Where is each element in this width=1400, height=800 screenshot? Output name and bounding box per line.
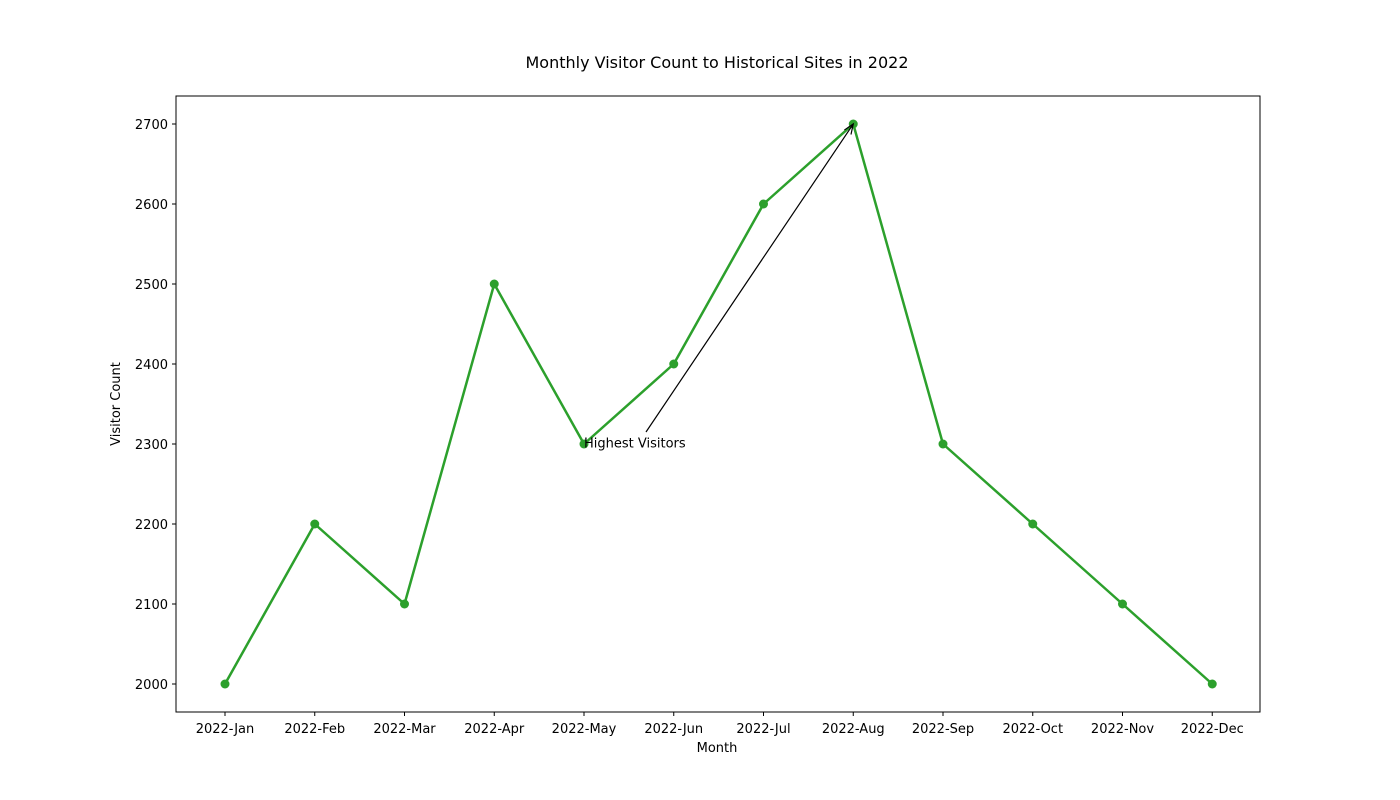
data-point bbox=[1118, 599, 1127, 609]
x-axis-label: Month bbox=[697, 741, 738, 756]
data-point bbox=[220, 679, 230, 689]
x-tick-label: 2022-Sep bbox=[912, 722, 974, 737]
data-point bbox=[1207, 679, 1217, 689]
x-tick-label: 2022-Dec bbox=[1181, 722, 1244, 737]
x-tick-label: 2022-Jun bbox=[644, 722, 703, 737]
y-tick-label: 2000 bbox=[135, 678, 168, 693]
x-tick-label: 2022-Jul bbox=[736, 722, 790, 737]
data-point bbox=[310, 519, 320, 529]
y-tick-label: 2300 bbox=[135, 438, 168, 453]
x-tick-label: 2022-May bbox=[552, 722, 617, 737]
x-tick-label: 2022-Nov bbox=[1091, 722, 1154, 737]
x-tick-label: 2022-Jan bbox=[196, 722, 255, 737]
y-tick-label: 2100 bbox=[135, 598, 168, 613]
y-tick-label: 2200 bbox=[135, 518, 168, 533]
annotation-arrowhead bbox=[844, 122, 855, 135]
y-tick-label: 2500 bbox=[135, 278, 168, 293]
y-tick-label: 2400 bbox=[135, 358, 168, 373]
annotation-text: Highest Visitors bbox=[584, 437, 686, 452]
x-tick-label: 2022-Aug bbox=[822, 722, 885, 737]
series-layer bbox=[220, 119, 1217, 689]
data-point bbox=[669, 359, 679, 369]
annotation-arrow bbox=[645, 123, 854, 433]
y-axis-label: Visitor Count bbox=[109, 362, 124, 446]
chart-title: Monthly Visitor Count to Historical Site… bbox=[525, 53, 908, 72]
data-point bbox=[759, 199, 768, 209]
data-point bbox=[1028, 519, 1038, 529]
y-axis: 2000 2100 2200 2300 2400 2500 2600 2700 bbox=[135, 118, 176, 693]
data-point bbox=[938, 439, 948, 449]
annotation-layer: Highest Visitors bbox=[584, 122, 855, 452]
y-tick-label: 2700 bbox=[135, 118, 168, 133]
data-point bbox=[579, 439, 589, 449]
x-tick-label: 2022-Apr bbox=[464, 722, 525, 737]
x-tick-label: 2022-Mar bbox=[373, 722, 436, 737]
plot-frame bbox=[175, 95, 1261, 713]
series-line bbox=[223, 122, 1214, 685]
x-tick-label: 2022-Feb bbox=[284, 722, 345, 737]
data-point bbox=[489, 279, 499, 289]
x-axis: 2022-Jan 2022-Feb 2022-Mar 2022-Apr 2022-May… bbox=[196, 712, 1244, 737]
x-tick-label: 2022-Oct bbox=[1002, 722, 1063, 737]
data-point bbox=[400, 599, 409, 609]
y-tick-label: 2600 bbox=[135, 198, 168, 213]
